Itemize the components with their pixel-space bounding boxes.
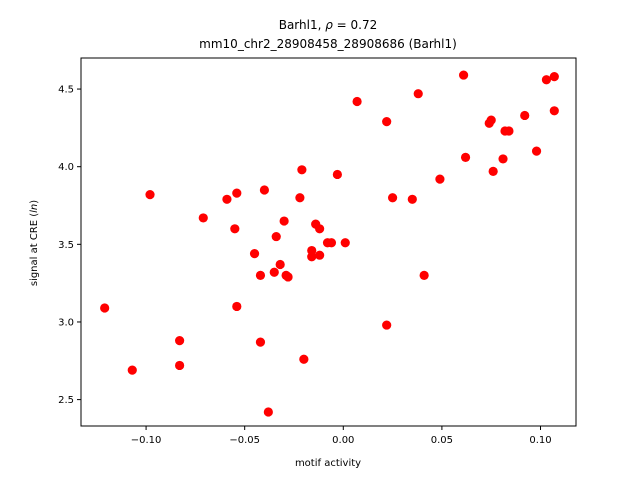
- data-point: [326, 238, 337, 248]
- data-point: [520, 110, 530, 121]
- data-point: [458, 70, 469, 80]
- x-tick-label: 0.05: [431, 435, 453, 446]
- data-point: [382, 117, 392, 127]
- data-point: [340, 238, 350, 248]
- chart-title-line2: mm10_chr2_28908458_28908686 (Barhl1): [199, 37, 457, 51]
- data-point: [413, 89, 423, 99]
- data-point: [488, 166, 498, 176]
- data-point: [435, 174, 445, 184]
- data-point: [297, 165, 307, 175]
- plot-frame: [80, 57, 577, 427]
- data-point: [232, 301, 242, 312]
- y-axis-label: signal at CRE (ln): [29, 200, 40, 286]
- data-point: [275, 259, 285, 270]
- data-point: [307, 252, 317, 262]
- data-point: [255, 270, 266, 280]
- data-point: [504, 126, 514, 136]
- data-point: [255, 337, 266, 347]
- x-tick-label: 0.10: [529, 435, 551, 446]
- y-tick-label: 3.5: [58, 240, 74, 251]
- data-point: [175, 360, 185, 371]
- data-point: [382, 320, 392, 330]
- data-point: [549, 72, 559, 82]
- data-point: [549, 106, 559, 116]
- chart-title-line1: Barhl1, ρ = 0.72: [279, 18, 378, 32]
- data-point: [269, 267, 279, 277]
- data-point: [283, 272, 293, 282]
- x-tick-label: 0.00: [332, 435, 354, 446]
- data-point: [498, 154, 508, 164]
- data-point: [541, 75, 552, 85]
- x-tick-label: −0.05: [229, 435, 260, 446]
- y-tick-label: 4.5: [58, 85, 74, 96]
- data-point: [387, 193, 398, 203]
- data-point: [127, 365, 137, 375]
- data-point: [315, 224, 325, 234]
- data-point: [460, 152, 471, 162]
- y-tick-label: 2.5: [58, 395, 74, 406]
- data-point: [299, 354, 309, 364]
- data-point: [198, 213, 208, 223]
- data-point: [249, 249, 260, 259]
- data-point: [295, 193, 305, 203]
- data-point: [175, 336, 185, 346]
- data-point: [145, 190, 155, 200]
- data-point: [100, 303, 110, 313]
- x-tick-label: −0.10: [131, 435, 162, 446]
- data-point: [271, 231, 281, 242]
- data-point: [352, 96, 362, 107]
- data-points: [100, 70, 559, 417]
- y-tick-label: 4.0: [58, 162, 74, 173]
- data-point: [486, 115, 496, 125]
- data-point: [315, 250, 325, 260]
- data-point: [259, 185, 270, 195]
- data-point: [407, 194, 417, 204]
- x-axis: −0.10 −0.05 0.00 0.05 0.10: [131, 426, 552, 446]
- data-point: [419, 270, 429, 280]
- y-tick-label: 3.0: [58, 317, 74, 328]
- data-point: [263, 407, 273, 417]
- data-point: [279, 216, 289, 226]
- data-point: [232, 188, 242, 198]
- x-axis-label: motif activity: [295, 458, 361, 469]
- data-point: [332, 169, 342, 180]
- data-point: [222, 194, 232, 204]
- y-axis: 2.5 3.0 3.5 4.0 4.5: [58, 85, 81, 406]
- data-point: [230, 224, 240, 234]
- data-point: [531, 146, 542, 156]
